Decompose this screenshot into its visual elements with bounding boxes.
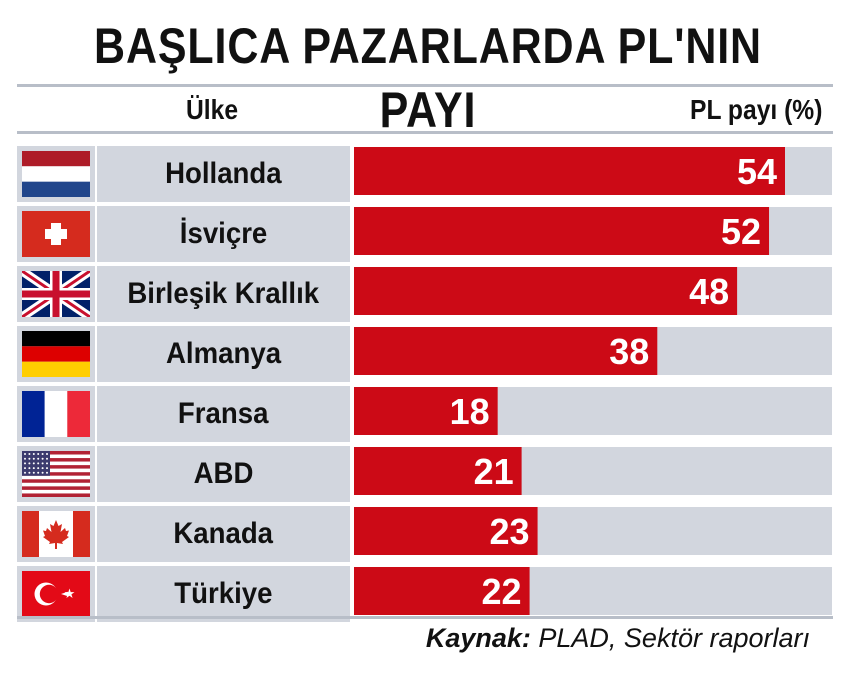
flag-cell <box>17 146 95 202</box>
bar <box>354 507 538 555</box>
bar-value-label: 22 <box>482 571 522 612</box>
bar-value-label: 54 <box>737 151 777 192</box>
flag-cell <box>17 446 95 502</box>
top-divider <box>17 84 833 87</box>
united-kingdom-flag-icon <box>19 267 93 321</box>
usa-flag-icon <box>22 451 90 497</box>
turkey-flag-icon <box>22 571 90 617</box>
value-column-header: PL payı (%) <box>689 94 822 125</box>
country-name: Kanada <box>173 517 274 550</box>
bar <box>354 327 658 375</box>
flag-cell <box>17 506 95 562</box>
country-name: Hollanda <box>165 157 282 190</box>
header-divider <box>17 131 833 134</box>
source-note: Kaynak: PLAD, Sektör raporları <box>426 620 810 656</box>
source-text: PLAD, Sektör raporları <box>538 623 810 653</box>
switzerland-flag-icon <box>22 211 90 257</box>
bar-value-label: 48 <box>689 271 729 312</box>
flag-cell <box>17 566 95 622</box>
country-name-cell: Hollanda <box>97 146 350 202</box>
country-name-cell: İsviçre <box>97 206 350 262</box>
flag-cell <box>17 326 95 382</box>
country-name-cell: Almanya <box>97 326 350 382</box>
france-flag-icon <box>22 391 90 437</box>
country-name: Türkiye <box>174 577 273 610</box>
chart-title: BAŞLICA PAZARLARDA PL'NIN PAYI <box>94 18 762 138</box>
country-name: Almanya <box>165 337 282 370</box>
bar <box>354 267 738 315</box>
country-name: Fransa <box>178 397 269 430</box>
bar <box>354 447 522 495</box>
bar-value-label: 38 <box>609 331 649 372</box>
country-name: ABD <box>193 457 254 490</box>
country-name-cell: Fransa <box>97 386 350 442</box>
country-name-cell: Türkiye <box>97 566 350 622</box>
netherlands-flag-icon <box>22 151 90 197</box>
bar-value-label: 52 <box>721 211 761 252</box>
country-name: Birleşik Krallık <box>127 277 320 310</box>
country-name-cell: Birleşik Krallık <box>97 266 350 322</box>
germany-flag-icon <box>22 331 90 377</box>
bar <box>354 207 770 255</box>
country-name-cell: Kanada <box>97 506 350 562</box>
bar <box>354 567 530 615</box>
flag-cell <box>17 386 95 442</box>
bar <box>354 147 785 195</box>
flag-cell <box>17 266 95 322</box>
bar-value-label: 23 <box>490 511 530 552</box>
country-name: İsviçre <box>179 217 268 250</box>
bar-chart: 54 52 48 38 18 21 23 22 <box>354 147 832 615</box>
bar-value-label: 18 <box>450 391 490 432</box>
flag-cell <box>17 206 95 262</box>
source-label: Kaynak: <box>425 623 531 653</box>
bottom-divider <box>17 616 833 619</box>
canada-flag-icon <box>22 511 90 557</box>
country-name-cell: ABD <box>97 446 350 502</box>
country-column-header: Ülke <box>186 94 239 125</box>
bar-value-label: 21 <box>474 451 514 492</box>
bar <box>354 387 498 435</box>
